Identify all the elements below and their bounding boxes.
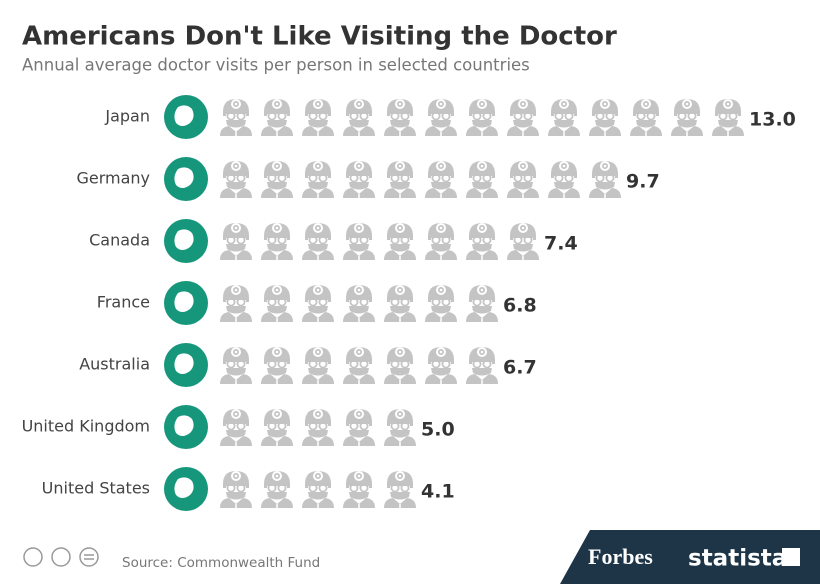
icon-row — [219, 160, 622, 198]
value-label: 6.8 — [503, 295, 537, 317]
value-label: 7.4 — [544, 233, 578, 255]
country-shape — [174, 477, 194, 498]
icon-row — [219, 408, 417, 446]
brand-bar — [560, 530, 820, 584]
icon-row — [219, 222, 540, 260]
value-label: 13.0 — [749, 109, 796, 131]
category-label: Japan — [104, 107, 150, 126]
logo-mark — [782, 548, 800, 566]
icon-row — [219, 346, 499, 384]
country-shape — [174, 291, 194, 312]
category-label: United States — [42, 479, 150, 498]
country-shape — [174, 415, 194, 436]
logo: statista — [688, 546, 787, 572]
country-shape — [174, 353, 194, 374]
cc-icons — [23, 547, 99, 567]
country-shape — [174, 105, 194, 126]
country-shape — [174, 229, 194, 250]
category-label: Australia — [79, 355, 150, 374]
category-label: Germany — [76, 169, 150, 188]
icon-row — [219, 98, 745, 136]
chart-title: Americans Don't Like Visiting the Doctor — [22, 22, 617, 52]
icon-row — [219, 284, 499, 322]
value-label: 9.7 — [626, 171, 660, 193]
source: Source: Commonwealth Fund — [122, 555, 320, 571]
category-label: Canada — [89, 231, 150, 250]
category-label: France — [97, 293, 150, 312]
logo: Forbes — [588, 544, 653, 569]
value-label: 4.1 — [421, 481, 455, 503]
icon-row — [219, 470, 417, 508]
country-shape — [174, 167, 194, 188]
category-label: United Kingdom — [22, 417, 150, 436]
value-label: 5.0 — [421, 419, 455, 441]
value-label: 6.7 — [503, 357, 537, 379]
chart-subtitle: Annual average doctor visits per person … — [22, 56, 530, 75]
